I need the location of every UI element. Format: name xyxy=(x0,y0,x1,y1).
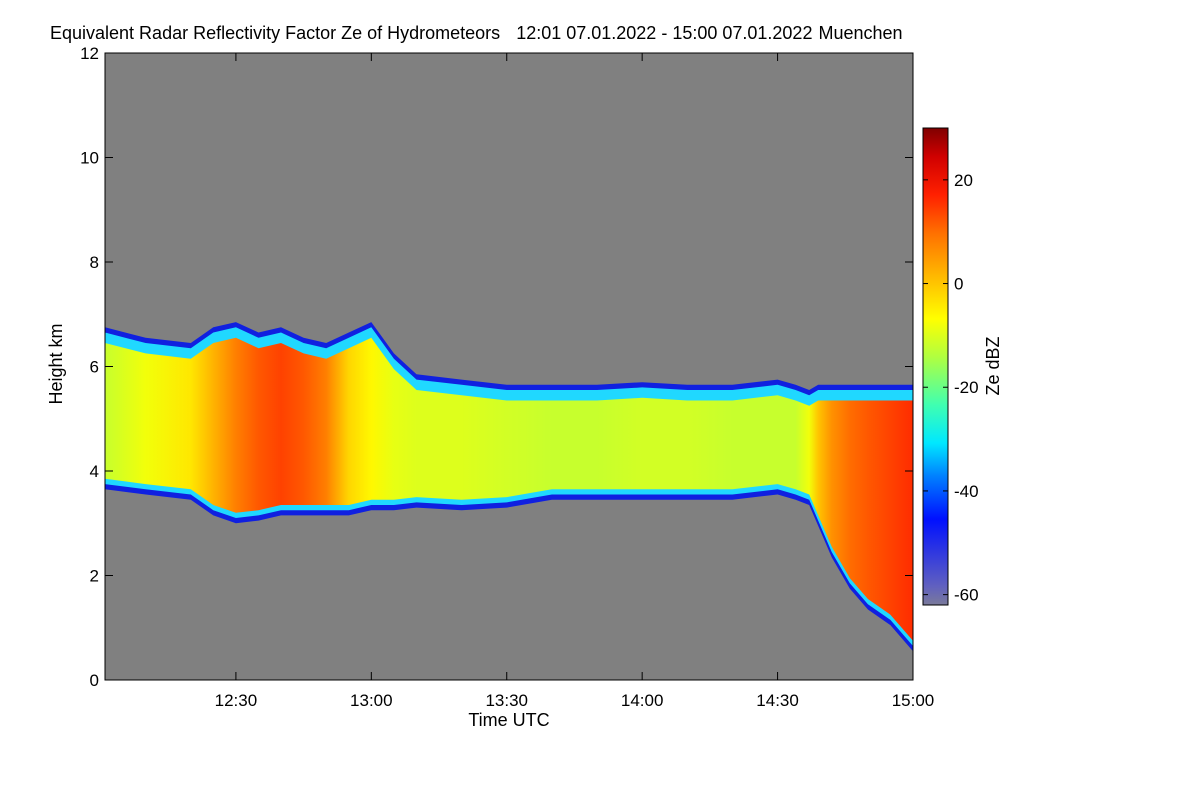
y-axis: 0 2 4 6 8 10 12 xyxy=(80,44,913,690)
y-axis-label: Height km xyxy=(46,323,66,404)
colorbar-tick-label: -20 xyxy=(954,378,979,397)
chart-title: Equivalent Radar Reflectivity Factor Ze … xyxy=(50,23,903,43)
y-tick-label: 6 xyxy=(90,358,99,377)
colorbar-label: Ze dBZ xyxy=(983,336,1003,395)
y-tick-label: 8 xyxy=(90,253,99,272)
y-tick-label: 12 xyxy=(80,44,99,63)
cloud-core xyxy=(105,337,913,641)
x-tick-label: 15:00 xyxy=(892,691,935,710)
x-axis-label: Time UTC xyxy=(468,710,549,730)
colorbar-tick-label: 20 xyxy=(954,171,973,190)
reflectivity-field xyxy=(105,322,913,652)
title-time-range: 12:01 07.01.2022 - 15:00 07.01.2022 xyxy=(516,23,812,43)
x-axis: 12:30 13:00 13:30 14:00 14:30 15:00 xyxy=(215,53,935,710)
x-tick-label: 13:00 xyxy=(350,691,393,710)
y-tick-label: 2 xyxy=(90,567,99,586)
colorbar-ticks: 20 0 -20 -40 -60 xyxy=(923,171,979,605)
x-tick-label: 14:30 xyxy=(756,691,799,710)
title-location: Muenchen xyxy=(818,23,902,43)
colorbar xyxy=(922,127,949,606)
x-tick-label: 12:30 xyxy=(215,691,258,710)
colorbar-tick-label: -40 xyxy=(954,482,979,501)
y-tick-label: 0 xyxy=(90,671,99,690)
y-tick-label: 4 xyxy=(90,462,99,481)
x-tick-label: 14:00 xyxy=(621,691,664,710)
y-tick-label: 10 xyxy=(80,149,99,168)
title-main: Equivalent Radar Reflectivity Factor Ze … xyxy=(50,23,500,43)
colorbar-tick-label: 0 xyxy=(954,275,963,294)
x-tick-label: 13:30 xyxy=(485,691,528,710)
svg-text:Equivalent Radar Reflectivity: Equivalent Radar Reflectivity Factor Ze … xyxy=(50,23,903,43)
colorbar-tick-label: -60 xyxy=(954,586,979,605)
